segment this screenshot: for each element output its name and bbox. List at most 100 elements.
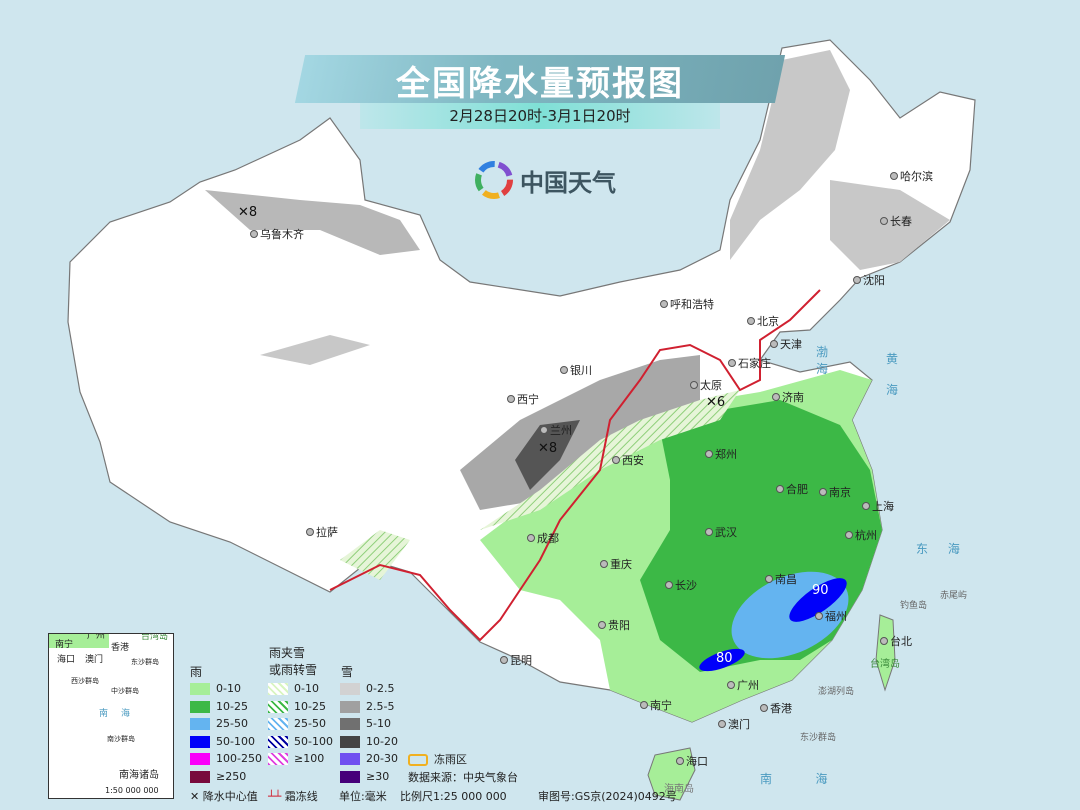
legend-item: 50-100 bbox=[268, 735, 333, 753]
city-label: 重庆 bbox=[600, 556, 632, 572]
city-label: 乌鲁木齐 bbox=[250, 226, 304, 242]
city-label: 沈阳 bbox=[853, 272, 885, 288]
legend-label: ≥250 bbox=[216, 769, 247, 783]
legend-swatch bbox=[268, 683, 288, 695]
legend-item: 10-25 bbox=[190, 700, 262, 718]
sea-label: 渤海 bbox=[816, 343, 836, 377]
city-label: 台北 bbox=[880, 633, 912, 649]
freezing-rain-label: 冻雨区 bbox=[434, 753, 467, 766]
legend-item: 50-100 bbox=[190, 735, 262, 753]
legend-label: 2.5-5 bbox=[366, 699, 395, 713]
legend-swatch bbox=[190, 770, 210, 783]
inset-rain-area bbox=[49, 634, 109, 648]
snow-xinjiang bbox=[205, 190, 420, 255]
legend-swatch bbox=[340, 770, 360, 783]
legend-swatch bbox=[340, 700, 360, 713]
footer-frost-line: ┴┴ 霜冻线 bbox=[268, 788, 318, 804]
frost-line-icon: ┴┴ bbox=[268, 790, 282, 803]
legend-label: 50-100 bbox=[294, 734, 333, 748]
legend-label: 20-30 bbox=[366, 752, 398, 765]
legend-item: 0-10 bbox=[268, 682, 333, 700]
legend-label: 0-2.5 bbox=[366, 682, 395, 695]
city-label: 上海 bbox=[862, 498, 894, 514]
inset-label: 广州 bbox=[87, 633, 106, 641]
inset-label: 海 bbox=[121, 709, 131, 719]
sea-char: 海 bbox=[886, 383, 907, 397]
legend-swatch bbox=[268, 718, 288, 730]
sea-label: 东 海 bbox=[916, 540, 968, 557]
legend-swatch bbox=[340, 683, 360, 695]
center-value: ✕8 bbox=[238, 205, 258, 220]
legend-rain: 0-10 10-25 25-50 50-100 100-250 ≥250 bbox=[190, 682, 262, 787]
legend-swatch bbox=[340, 735, 360, 748]
city-label: 天津 bbox=[770, 336, 802, 352]
footer-approval: 审图号:GS京(2024)0492号 bbox=[538, 790, 677, 803]
inset-label: 南宁 bbox=[55, 640, 74, 650]
south-china-sea-inset: 南宁 香港 澳门 海口 广州 台湾岛 东沙群岛 西沙群岛 中沙群岛 南 海 南沙… bbox=[48, 633, 174, 799]
city-label: 昆明 bbox=[500, 652, 532, 668]
island-label: 澎湖列岛 bbox=[818, 687, 855, 697]
city-label: 合肥 bbox=[776, 481, 808, 497]
rainstorm-area-fujian bbox=[789, 578, 847, 622]
center-value: ✕8 bbox=[538, 441, 558, 456]
island-label: 台湾岛 bbox=[870, 659, 900, 670]
footer-unit: 单位:毫米 bbox=[339, 790, 387, 803]
city-label: 太原 bbox=[690, 377, 722, 393]
map-title: 全国降水量预报图 bbox=[396, 64, 684, 104]
island-label: 东沙群岛 bbox=[800, 733, 837, 743]
legend-swatch bbox=[268, 753, 288, 765]
city-label: 西宁 bbox=[507, 391, 539, 407]
freezing-rain-swatch bbox=[408, 754, 428, 766]
city-label: 长春 bbox=[880, 213, 912, 229]
city-label: 南宁 bbox=[640, 697, 672, 713]
inset-title: 南海诸岛 bbox=[119, 770, 159, 781]
city-label: 呼和浩特 bbox=[660, 296, 714, 312]
legend-label: 0-10 bbox=[294, 682, 319, 695]
inset-label: 香港 bbox=[111, 643, 130, 653]
legend-swatch bbox=[190, 735, 210, 748]
inset-label: 中沙群岛 bbox=[111, 687, 139, 695]
period-band bbox=[360, 103, 720, 129]
city-label: 拉萨 bbox=[306, 524, 338, 540]
legend-label: 10-25 bbox=[294, 699, 326, 713]
legend-snow: 0-2.5 2.5-5 5-10 10-20 20-30 ≥30 bbox=[340, 682, 398, 787]
legend-label: ≥100 bbox=[294, 752, 325, 765]
inset-label: 西沙群岛 bbox=[71, 677, 99, 685]
city-label: 武汉 bbox=[705, 524, 737, 540]
island-label: 赤尾屿 bbox=[940, 591, 968, 601]
city-label: 成都 bbox=[527, 530, 559, 546]
legend-swatch bbox=[190, 700, 210, 713]
legend-label: 50-100 bbox=[216, 734, 255, 748]
footer-text: 霜冻线 bbox=[284, 790, 318, 803]
footer-text: 降水中心值 bbox=[202, 790, 258, 803]
inset-label: 澳门 bbox=[85, 655, 104, 665]
inset-scale: 1:50 000 000 bbox=[105, 786, 159, 795]
legend-mix-title: 雨夹雪 或雨转雪 bbox=[269, 644, 317, 678]
legend-label: 5-10 bbox=[366, 717, 391, 730]
legend-item: 0-10 bbox=[190, 682, 262, 700]
legend-swatch bbox=[268, 700, 288, 713]
sea-char: 黄 bbox=[886, 352, 907, 366]
legend-mix: 0-10 10-25 25-50 50-100 ≥100 bbox=[268, 682, 333, 770]
inset-label: 南沙群岛 bbox=[107, 735, 135, 743]
city-label: 海口 bbox=[676, 753, 708, 769]
sea-char: 渤 bbox=[816, 345, 837, 359]
frost-line bbox=[329, 289, 821, 642]
legend-item: 0-2.5 bbox=[340, 682, 398, 700]
legend-swatch bbox=[340, 753, 360, 765]
sea-char: 南 bbox=[760, 772, 781, 786]
legend-label: 100-250 bbox=[216, 752, 262, 765]
legend-item: 25-50 bbox=[268, 717, 333, 735]
center-value: ✕6 bbox=[706, 395, 726, 410]
city-label: 哈尔滨 bbox=[890, 168, 933, 184]
sea-char: 海 bbox=[947, 542, 968, 556]
island-label: 海南岛 bbox=[664, 784, 694, 795]
city-label: 郑州 bbox=[705, 446, 737, 462]
city-label: 济南 bbox=[772, 389, 804, 405]
city-label: 银川 bbox=[560, 362, 592, 378]
legend-mix-title-line: 雨夹雪 bbox=[269, 646, 306, 660]
legend-freezing-rain: 冻雨区 bbox=[408, 751, 467, 767]
cross-icon: ✕ bbox=[190, 790, 200, 803]
island-label: 钓鱼岛 bbox=[900, 601, 928, 611]
